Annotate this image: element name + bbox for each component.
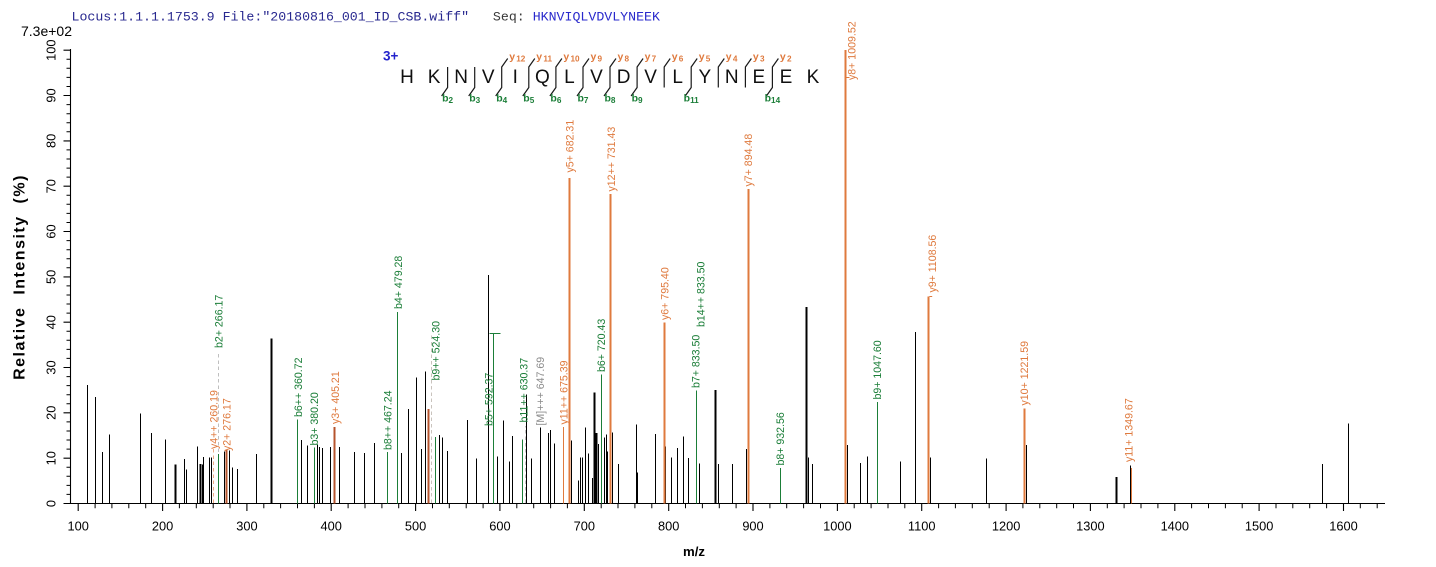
svg-text:b4+ 479.28: b4+ 479.28 — [393, 256, 405, 309]
svg-text:b9: b9 — [632, 93, 643, 106]
svg-text:N: N — [725, 67, 739, 88]
svg-text:b7+ 833.50: b7+ 833.50 — [690, 335, 702, 388]
svg-text:b11++ 630.37: b11++ 630.37 — [519, 358, 531, 423]
svg-text:1100: 1100 — [908, 519, 936, 534]
svg-text:b6++ 360.72: b6++ 360.72 — [293, 357, 305, 417]
svg-text:70: 70 — [44, 179, 59, 193]
svg-text:50: 50 — [44, 270, 59, 284]
svg-text:y9+ 1108.56: y9+ 1108.56 — [927, 235, 939, 293]
svg-text:b2+ 266.17: b2+ 266.17 — [213, 295, 225, 348]
svg-text:E: E — [780, 67, 793, 88]
svg-text:600: 600 — [489, 519, 510, 534]
svg-text:b5: b5 — [523, 93, 534, 106]
svg-text:y11+ 1349.67: y11+ 1349.67 — [1124, 398, 1136, 462]
svg-text:40: 40 — [44, 315, 59, 329]
svg-text:b5+ 592.37: b5+ 592.37 — [483, 373, 495, 426]
svg-text:y11: y11 — [536, 51, 552, 64]
svg-text:300: 300 — [236, 519, 257, 534]
svg-text:200: 200 — [152, 519, 173, 534]
svg-text:I: I — [513, 67, 518, 88]
svg-text:1000: 1000 — [823, 519, 851, 534]
svg-text:K: K — [807, 67, 820, 88]
svg-text:y8+ 1009.52: y8+ 1009.52 — [847, 21, 859, 80]
svg-text:Locus:1.1.1.1753.9 File:"20180: Locus:1.1.1.1753.9 File:"20180816_001_ID… — [72, 10, 660, 25]
svg-text:b14: b14 — [765, 93, 781, 106]
svg-text:b6+ 720.43: b6+ 720.43 — [596, 319, 608, 372]
svg-text:L: L — [672, 67, 683, 88]
svg-text:Y: Y — [698, 67, 711, 88]
svg-text:1500: 1500 — [1245, 519, 1273, 534]
svg-text:D: D — [617, 67, 631, 88]
svg-text:V: V — [644, 67, 657, 88]
svg-text:y6+ 795.40: y6+ 795.40 — [660, 267, 672, 320]
svg-text:b9+ 1047.60: b9+ 1047.60 — [872, 340, 884, 399]
svg-text:80: 80 — [44, 134, 59, 148]
svg-text:y12++ 731.43: y12++ 731.43 — [606, 127, 618, 192]
svg-text:b8+ 932.56: b8+ 932.56 — [775, 412, 787, 465]
svg-text:m/z: m/z — [683, 544, 705, 559]
svg-text:100: 100 — [44, 40, 59, 61]
svg-text:b8++ 467.24: b8++ 467.24 — [382, 390, 394, 450]
svg-text:b2: b2 — [442, 93, 453, 106]
svg-text:V: V — [482, 67, 495, 88]
svg-text:b3: b3 — [469, 93, 480, 106]
svg-text:10: 10 — [44, 451, 59, 465]
svg-text:Relative Intensity (%): Relative Intensity (%) — [12, 174, 29, 380]
svg-text:90: 90 — [44, 88, 59, 102]
svg-text:7.3e+02: 7.3e+02 — [21, 23, 72, 39]
svg-text:L: L — [564, 67, 575, 88]
svg-text:V: V — [590, 67, 603, 88]
svg-text:b8: b8 — [605, 93, 616, 106]
svg-text:y7+ 894.48: y7+ 894.48 — [743, 134, 755, 187]
svg-text:[M]+++ 647.69: [M]+++ 647.69 — [535, 357, 547, 426]
svg-text:y3+ 405.21: y3+ 405.21 — [330, 371, 342, 424]
svg-text:500: 500 — [405, 519, 426, 534]
svg-text:30: 30 — [44, 360, 59, 374]
svg-text:b9++ 524.30: b9++ 524.30 — [431, 321, 443, 381]
svg-text:y11++ 675.39: y11++ 675.39 — [558, 360, 570, 424]
svg-text:1200: 1200 — [992, 519, 1020, 534]
svg-text:Q: Q — [535, 67, 550, 88]
svg-text:1600: 1600 — [1329, 519, 1357, 534]
svg-text:700: 700 — [574, 519, 595, 534]
svg-text:y10+ 1221.59: y10+ 1221.59 — [1019, 341, 1031, 406]
svg-text:1300: 1300 — [1076, 519, 1104, 534]
svg-text:H: H — [400, 67, 414, 88]
svg-text:y12: y12 — [509, 51, 526, 64]
svg-text:y10: y10 — [563, 51, 580, 64]
svg-text:1400: 1400 — [1161, 519, 1189, 534]
svg-text:900: 900 — [742, 519, 763, 534]
svg-text:E: E — [753, 67, 766, 88]
svg-text:b11: b11 — [684, 93, 700, 106]
svg-text:K: K — [428, 67, 441, 88]
svg-text:b4: b4 — [496, 93, 507, 106]
svg-text:20: 20 — [44, 406, 59, 420]
svg-text:b14++ 833.50: b14++ 833.50 — [695, 261, 707, 327]
svg-text:N: N — [454, 67, 468, 88]
svg-text:3+: 3+ — [383, 49, 399, 64]
svg-text:b7: b7 — [578, 93, 589, 106]
svg-text:y2+ 276.17: y2+ 276.17 — [222, 398, 234, 451]
svg-text:y5+ 682.31: y5+ 682.31 — [564, 120, 576, 173]
svg-text:b3+ 380.20: b3+ 380.20 — [309, 392, 321, 445]
svg-text:b6: b6 — [550, 93, 561, 106]
svg-text:60: 60 — [44, 224, 59, 238]
svg-text:400: 400 — [321, 519, 342, 534]
svg-text:0: 0 — [44, 500, 59, 507]
svg-text:100: 100 — [68, 519, 89, 534]
svg-text:y4++ 260.19: y4++ 260.19 — [209, 390, 221, 449]
svg-text:800: 800 — [658, 519, 679, 534]
